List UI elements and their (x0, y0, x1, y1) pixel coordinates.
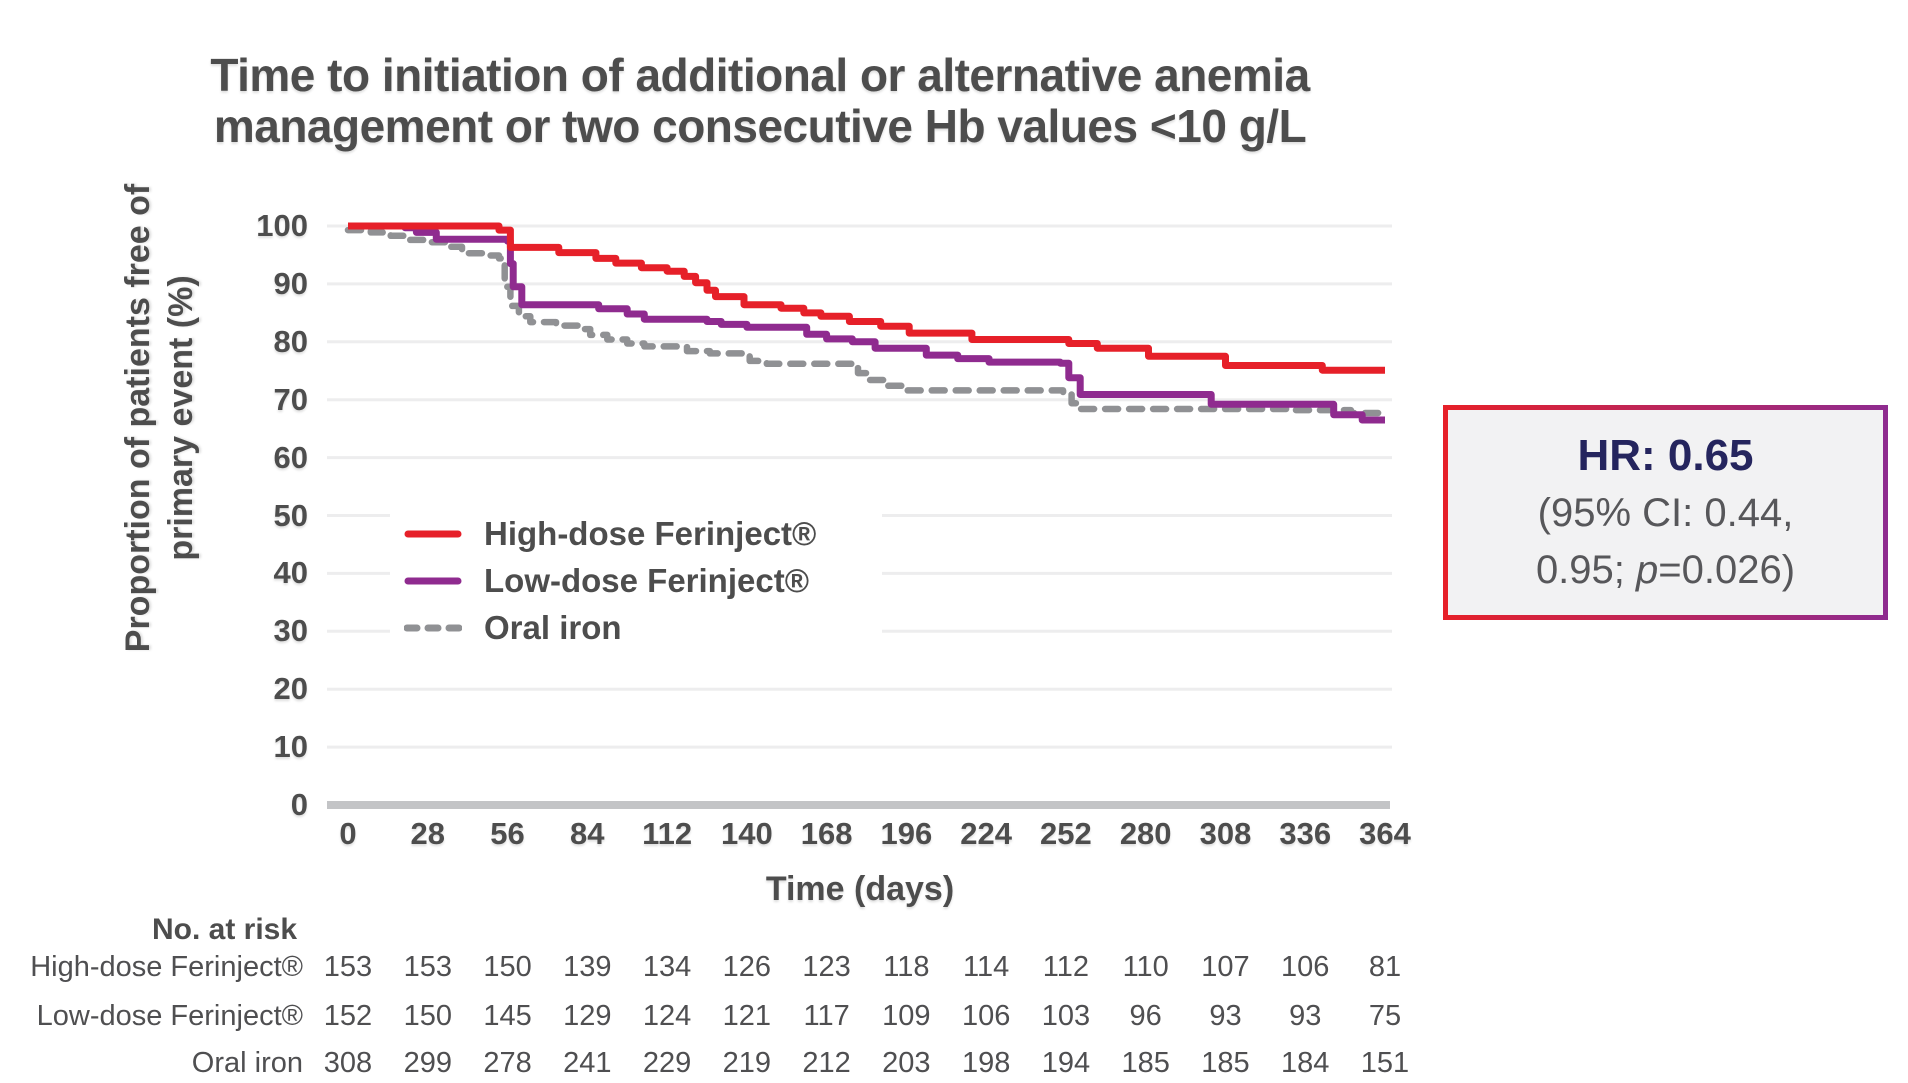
y-tick-label: 0 (290, 787, 308, 822)
hazard-ratio-box: HR: 0.65 (95% CI: 0.44, 0.95; p=0.026) (1443, 405, 1888, 620)
chart-title-line2: management or two consecutive Hb values … (213, 100, 1307, 152)
risk-table-header: No. at risk (152, 913, 298, 946)
risk-value: 93 (1209, 1000, 1242, 1032)
confidence-interval-line1: (95% CI: 0.44, (1537, 490, 1794, 535)
y-tick-label: 90 (273, 265, 308, 301)
x-tick-label: 28 (410, 816, 445, 851)
risk-value: 219 (722, 1047, 772, 1079)
risk-value: 134 (642, 951, 692, 983)
y-axis-label: Proportion of patients free of primary e… (117, 73, 203, 763)
risk-value: 121 (722, 1000, 772, 1032)
low-dose-line-swatch-icon (404, 577, 462, 584)
legend-label-oral-iron: Oral iron (484, 608, 622, 646)
hazard-ratio-value: HR: 0.65 (1577, 430, 1754, 480)
risk-value: 152 (323, 1000, 373, 1032)
risk-value: 139 (563, 951, 612, 983)
legend-item-high-dose: High-dose Ferinject® (404, 510, 882, 557)
y-tick-label: 100 (256, 208, 308, 243)
ci-upper-text: 0.95; (1535, 547, 1637, 592)
x-tick-label: 224 (960, 816, 1013, 851)
risk-value: 107 (1201, 951, 1250, 983)
risk-value: 75 (1368, 1000, 1402, 1032)
risk-value: 153 (403, 951, 452, 983)
x-tick-label: 56 (490, 816, 525, 851)
x-tick-label: 280 (1119, 816, 1172, 851)
legend-label-high-dose: High-dose Ferinject® (484, 514, 817, 552)
risk-value: 185 (1121, 1047, 1170, 1079)
y-tick-label: 20 (273, 671, 308, 707)
risk-value: 153 (323, 951, 373, 983)
y-tick-label: 40 (273, 555, 308, 591)
oral-iron-dashed-swatch-icon (404, 624, 462, 631)
risk-value: 117 (803, 1000, 850, 1032)
risk-value: 114 (963, 951, 1010, 983)
risk-value: 299 (403, 1047, 452, 1079)
risk-value: 203 (882, 1047, 931, 1079)
risk-value: 308 (323, 1047, 373, 1079)
risk-value: 106 (1281, 951, 1330, 983)
p-symbol: p (1636, 547, 1659, 592)
risk-value: 123 (802, 951, 851, 983)
y-tick-label: 30 (273, 613, 308, 649)
risk-value: 212 (802, 1047, 851, 1079)
x-tick-label: 140 (720, 816, 773, 851)
risk-value: 112 (1042, 951, 1090, 983)
y-tick-label: 70 (273, 381, 308, 417)
x-tick-label: 252 (1040, 816, 1092, 851)
risk-value: 118 (883, 951, 930, 983)
legend-item-oral-iron: Oral iron (404, 604, 882, 651)
risk-value: 278 (483, 1047, 532, 1079)
x-tick-label: 196 (880, 816, 933, 851)
risk-value: 150 (403, 1000, 452, 1032)
y-tick-label: 80 (273, 323, 308, 359)
km-curve-high-dose-ferinject- (348, 222, 1385, 374)
risk-value: 110 (1122, 951, 1169, 983)
risk-value: 241 (563, 1047, 612, 1079)
risk-value: 103 (1041, 1000, 1091, 1032)
risk-value: 129 (563, 1000, 612, 1032)
risk-value: 126 (722, 951, 772, 983)
risk-value: 198 (961, 1047, 1011, 1079)
chart-title-line1: Time to initiation of additional or alte… (210, 49, 1310, 101)
legend: High-dose Ferinject® Low-dose Ferinject®… (390, 506, 882, 657)
x-tick-label: 336 (1279, 816, 1332, 851)
x-tick-label: 168 (800, 816, 853, 851)
legend-item-low-dose: Low-dose Ferinject® (404, 557, 882, 604)
risk-row-label: High-dose Ferinject® (30, 951, 303, 983)
risk-row-label: Oral iron (191, 1047, 303, 1079)
risk-value: 93 (1289, 1000, 1322, 1032)
x-tick-label: 112 (642, 816, 693, 851)
risk-value: 106 (961, 1000, 1011, 1032)
p-value-text: =0.026) (1658, 547, 1796, 592)
risk-value: 145 (483, 1000, 532, 1032)
risk-value: 185 (1201, 1047, 1250, 1079)
risk-value: 184 (1281, 1047, 1330, 1079)
risk-value: 194 (1041, 1047, 1091, 1079)
risk-row-label: Low-dose Ferinject® (36, 1000, 303, 1032)
x-axis-label: Time (days) (765, 870, 955, 908)
risk-value: 96 (1129, 1000, 1162, 1032)
x-tick-label: 364 (1359, 816, 1411, 851)
y-tick-label: 60 (273, 439, 308, 475)
risk-value: 151 (1360, 1047, 1410, 1079)
y-tick-label: 10 (273, 729, 308, 765)
risk-value: 150 (483, 951, 532, 983)
y-axis-label-line2: primary event (%) (162, 275, 200, 561)
x-tick-label: 84 (570, 816, 605, 851)
confidence-interval-line2: 0.95; p=0.026) (1536, 542, 1795, 599)
y-axis-label-line1: Proportion of patients free of (119, 183, 157, 653)
high-dose-line-swatch-icon (404, 530, 462, 537)
risk-value: 109 (882, 1000, 931, 1032)
legend-label-low-dose: Low-dose Ferinject® (484, 561, 810, 599)
km-curve-oral-iron (344, 226, 1389, 417)
chart-title: Time to initiation of additional or alte… (30, 50, 1490, 152)
risk-value: 229 (642, 1047, 692, 1079)
risk-value: 81 (1368, 951, 1402, 983)
y-tick-label: 50 (273, 497, 308, 533)
x-tick-label: 0 (339, 816, 357, 851)
x-tick-label: 308 (1199, 816, 1252, 851)
risk-value: 124 (642, 1000, 692, 1032)
